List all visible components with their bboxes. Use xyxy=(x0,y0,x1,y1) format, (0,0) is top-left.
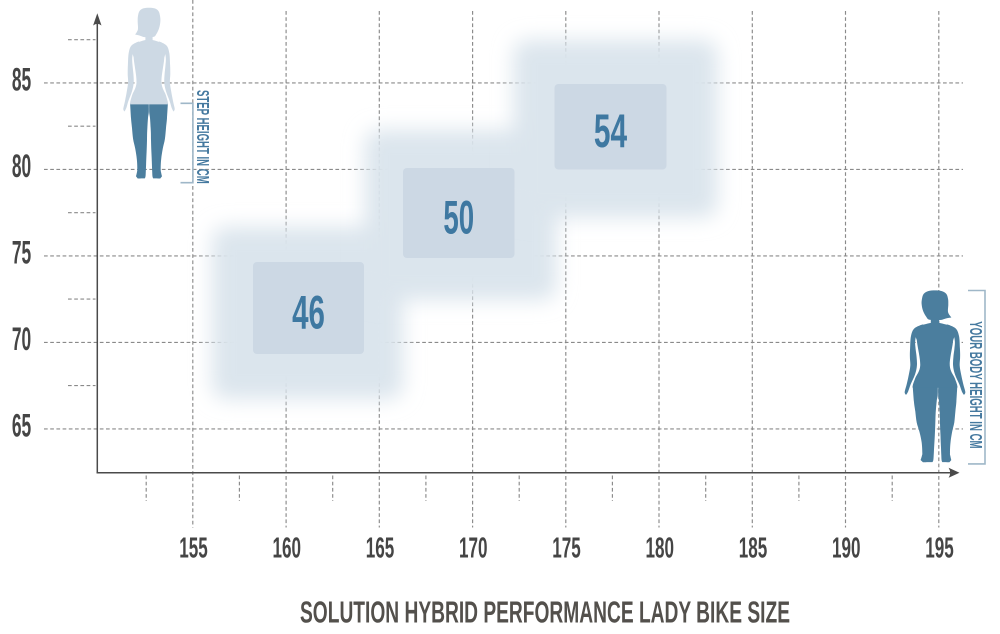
svg-text:165: 165 xyxy=(366,532,395,564)
svg-text:160: 160 xyxy=(273,532,302,564)
svg-text:155: 155 xyxy=(179,532,208,564)
svg-text:185: 185 xyxy=(739,532,768,564)
svg-text:180: 180 xyxy=(646,532,675,564)
svg-text:70: 70 xyxy=(12,321,31,357)
svg-text:65: 65 xyxy=(12,407,31,443)
svg-text:YOUR BODY HEIGHT IN CM: YOUR BODY HEIGHT IN CM xyxy=(966,321,986,448)
svg-text:75: 75 xyxy=(12,234,31,270)
svg-text:54: 54 xyxy=(594,105,628,158)
svg-text:SOLUTION HYBRID PERFORMANCE LA: SOLUTION HYBRID PERFORMANCE LADY BIKE SI… xyxy=(300,594,790,629)
svg-text:80: 80 xyxy=(12,148,31,184)
svg-text:85: 85 xyxy=(12,61,31,97)
svg-text:170: 170 xyxy=(459,532,488,564)
svg-text:46: 46 xyxy=(292,286,325,339)
svg-text:50: 50 xyxy=(443,191,474,244)
svg-text:STEP HEIGHT IN CM: STEP HEIGHT IN CM xyxy=(193,90,213,184)
svg-text:195: 195 xyxy=(925,532,954,564)
svg-text:175: 175 xyxy=(552,532,581,564)
svg-text:190: 190 xyxy=(832,532,861,564)
